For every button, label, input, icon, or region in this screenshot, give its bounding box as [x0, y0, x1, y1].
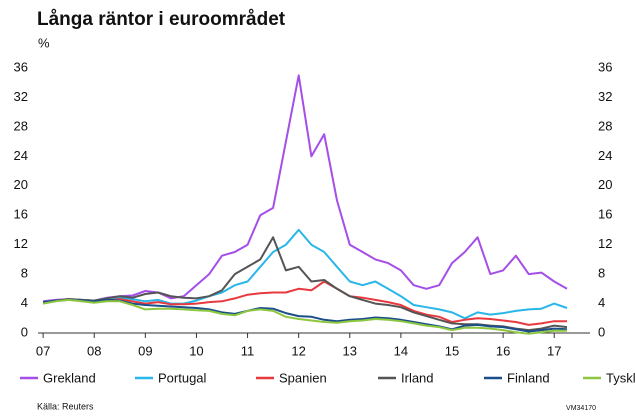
y-tick-label: 32 — [14, 89, 28, 104]
legend-label: Spanien — [279, 370, 327, 385]
y2-tick-label: 20 — [598, 177, 612, 192]
y2-tick-label: 32 — [598, 89, 612, 104]
series-line — [42, 74, 568, 303]
legend-label: Finland — [507, 370, 550, 385]
x-tick-label: 11 — [241, 343, 255, 358]
y-tick-label: 20 — [14, 177, 28, 192]
y-tick-label: 24 — [14, 148, 28, 163]
legend-label: Grekland — [43, 370, 96, 385]
y2-tick-label: 28 — [598, 118, 612, 133]
series-line — [42, 280, 567, 326]
y-tick-label: 4 — [21, 295, 28, 310]
y-tick-label: 8 — [21, 266, 28, 281]
y2-tick-label: 12 — [598, 236, 612, 251]
chart-title: Långa räntor i euroområdet — [37, 9, 286, 30]
series-line — [42, 228, 568, 320]
y-tick-label: 16 — [14, 207, 28, 222]
legend-label: Irland — [401, 370, 434, 385]
y2-tick-label: 36 — [598, 59, 612, 74]
x-tick-label: 12 — [291, 343, 305, 358]
y-tick-label: 28 — [14, 118, 28, 133]
y-tick-label: 12 — [14, 236, 28, 251]
series-line — [42, 298, 567, 335]
y2-tick-label: 0 — [598, 324, 605, 339]
x-tick-label: 15 — [445, 343, 459, 358]
x-tick-label: 16 — [496, 343, 510, 358]
y-tick-label: 0 — [21, 324, 28, 339]
x-tick-label: 13 — [343, 343, 357, 358]
x-tick-label: 17 — [547, 343, 561, 358]
y2-tick-label: 24 — [598, 148, 612, 163]
y2-tick-label: 8 — [598, 266, 605, 281]
x-tick-label: 09 — [138, 343, 152, 358]
x-tick-label: 07 — [36, 343, 50, 358]
legend-label: Tyskland — [606, 370, 635, 385]
x-tick-label: 10 — [189, 343, 203, 358]
x-tick-label: 08 — [87, 343, 101, 358]
x-tick-label: 14 — [394, 343, 408, 358]
y-tick-label: 36 — [14, 59, 28, 74]
y2-tick-label: 4 — [598, 295, 605, 310]
legend-label: Portugal — [158, 370, 207, 385]
y-axis-label: % — [38, 35, 50, 50]
series-line — [42, 298, 568, 333]
code: VM34170 — [566, 405, 596, 412]
source: Källa: Reuters — [37, 401, 94, 411]
y2-tick-label: 16 — [598, 207, 612, 222]
